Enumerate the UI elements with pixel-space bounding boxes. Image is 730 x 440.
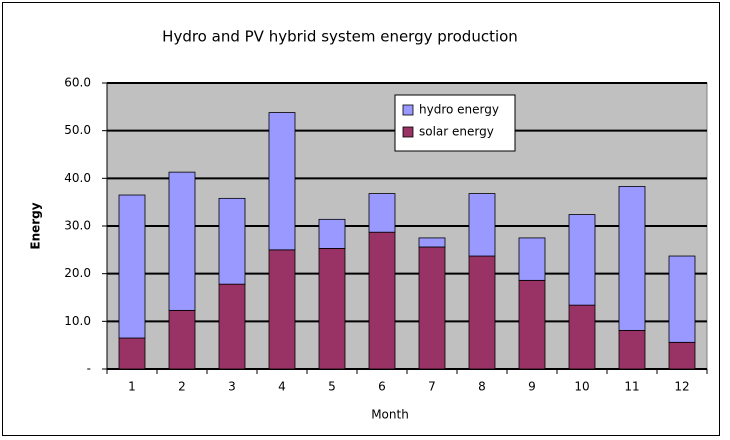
bar-segment <box>118 194 146 339</box>
x-axis-label: Month <box>371 408 409 422</box>
y-tick-label: 50.0 <box>64 123 91 137</box>
x-tick-label: 5 <box>328 380 336 394</box>
bar-segment <box>268 249 296 370</box>
bar-segment <box>468 193 496 257</box>
bar-segment <box>218 283 246 370</box>
x-tick-label: 3 <box>228 380 236 394</box>
bar-segment <box>618 186 646 331</box>
bar-segment <box>318 218 346 249</box>
legend-label: hydro energy <box>419 103 499 117</box>
bar-segment <box>168 171 196 311</box>
bar-segment <box>268 112 296 251</box>
bar-segment <box>518 237 546 281</box>
x-tick-label: 9 <box>528 380 536 394</box>
bar-segment <box>468 255 496 370</box>
y-axis-label: Energy <box>29 202 43 249</box>
x-tick-label: 2 <box>178 380 186 394</box>
bar-segment <box>668 255 696 343</box>
y-tick-label: 40.0 <box>64 171 91 185</box>
x-tick-label: 12 <box>674 380 689 394</box>
x-tick-label: 6 <box>378 380 386 394</box>
bar-segment <box>668 341 696 370</box>
x-tick-label: 4 <box>278 380 286 394</box>
x-tick-label: 11 <box>624 380 639 394</box>
y-tick-label: 20.0 <box>64 266 91 280</box>
bar-segment <box>518 279 546 370</box>
y-tick-label: 10.0 <box>64 314 91 328</box>
bar-segment <box>368 231 396 370</box>
bar-segment <box>568 304 596 370</box>
x-tick-label: 1 <box>128 380 136 394</box>
x-tick-label: 7 <box>428 380 436 394</box>
y-tick-label: 30.0 <box>64 219 91 233</box>
bar-segment <box>418 237 446 248</box>
bar-segment <box>318 248 346 370</box>
bar-segment <box>418 246 446 370</box>
bar-segment <box>218 197 246 285</box>
y-tick-label: 60.0 <box>64 76 91 90</box>
y-tick-label: - <box>87 362 91 376</box>
x-tick-label: 8 <box>478 380 486 394</box>
bar-segment <box>168 309 196 370</box>
legend-swatch <box>402 104 414 116</box>
legend-swatch <box>402 126 414 138</box>
legend-label: solar energy <box>419 125 494 139</box>
x-tick-label: 10 <box>574 380 589 394</box>
legend-box <box>394 94 516 152</box>
bar-segment <box>118 337 146 370</box>
bar-segment <box>618 329 646 370</box>
chart-title: Hydro and PV hybrid system energy produc… <box>162 28 518 46</box>
bar-segment <box>368 193 396 233</box>
bar-segment <box>568 214 596 306</box>
